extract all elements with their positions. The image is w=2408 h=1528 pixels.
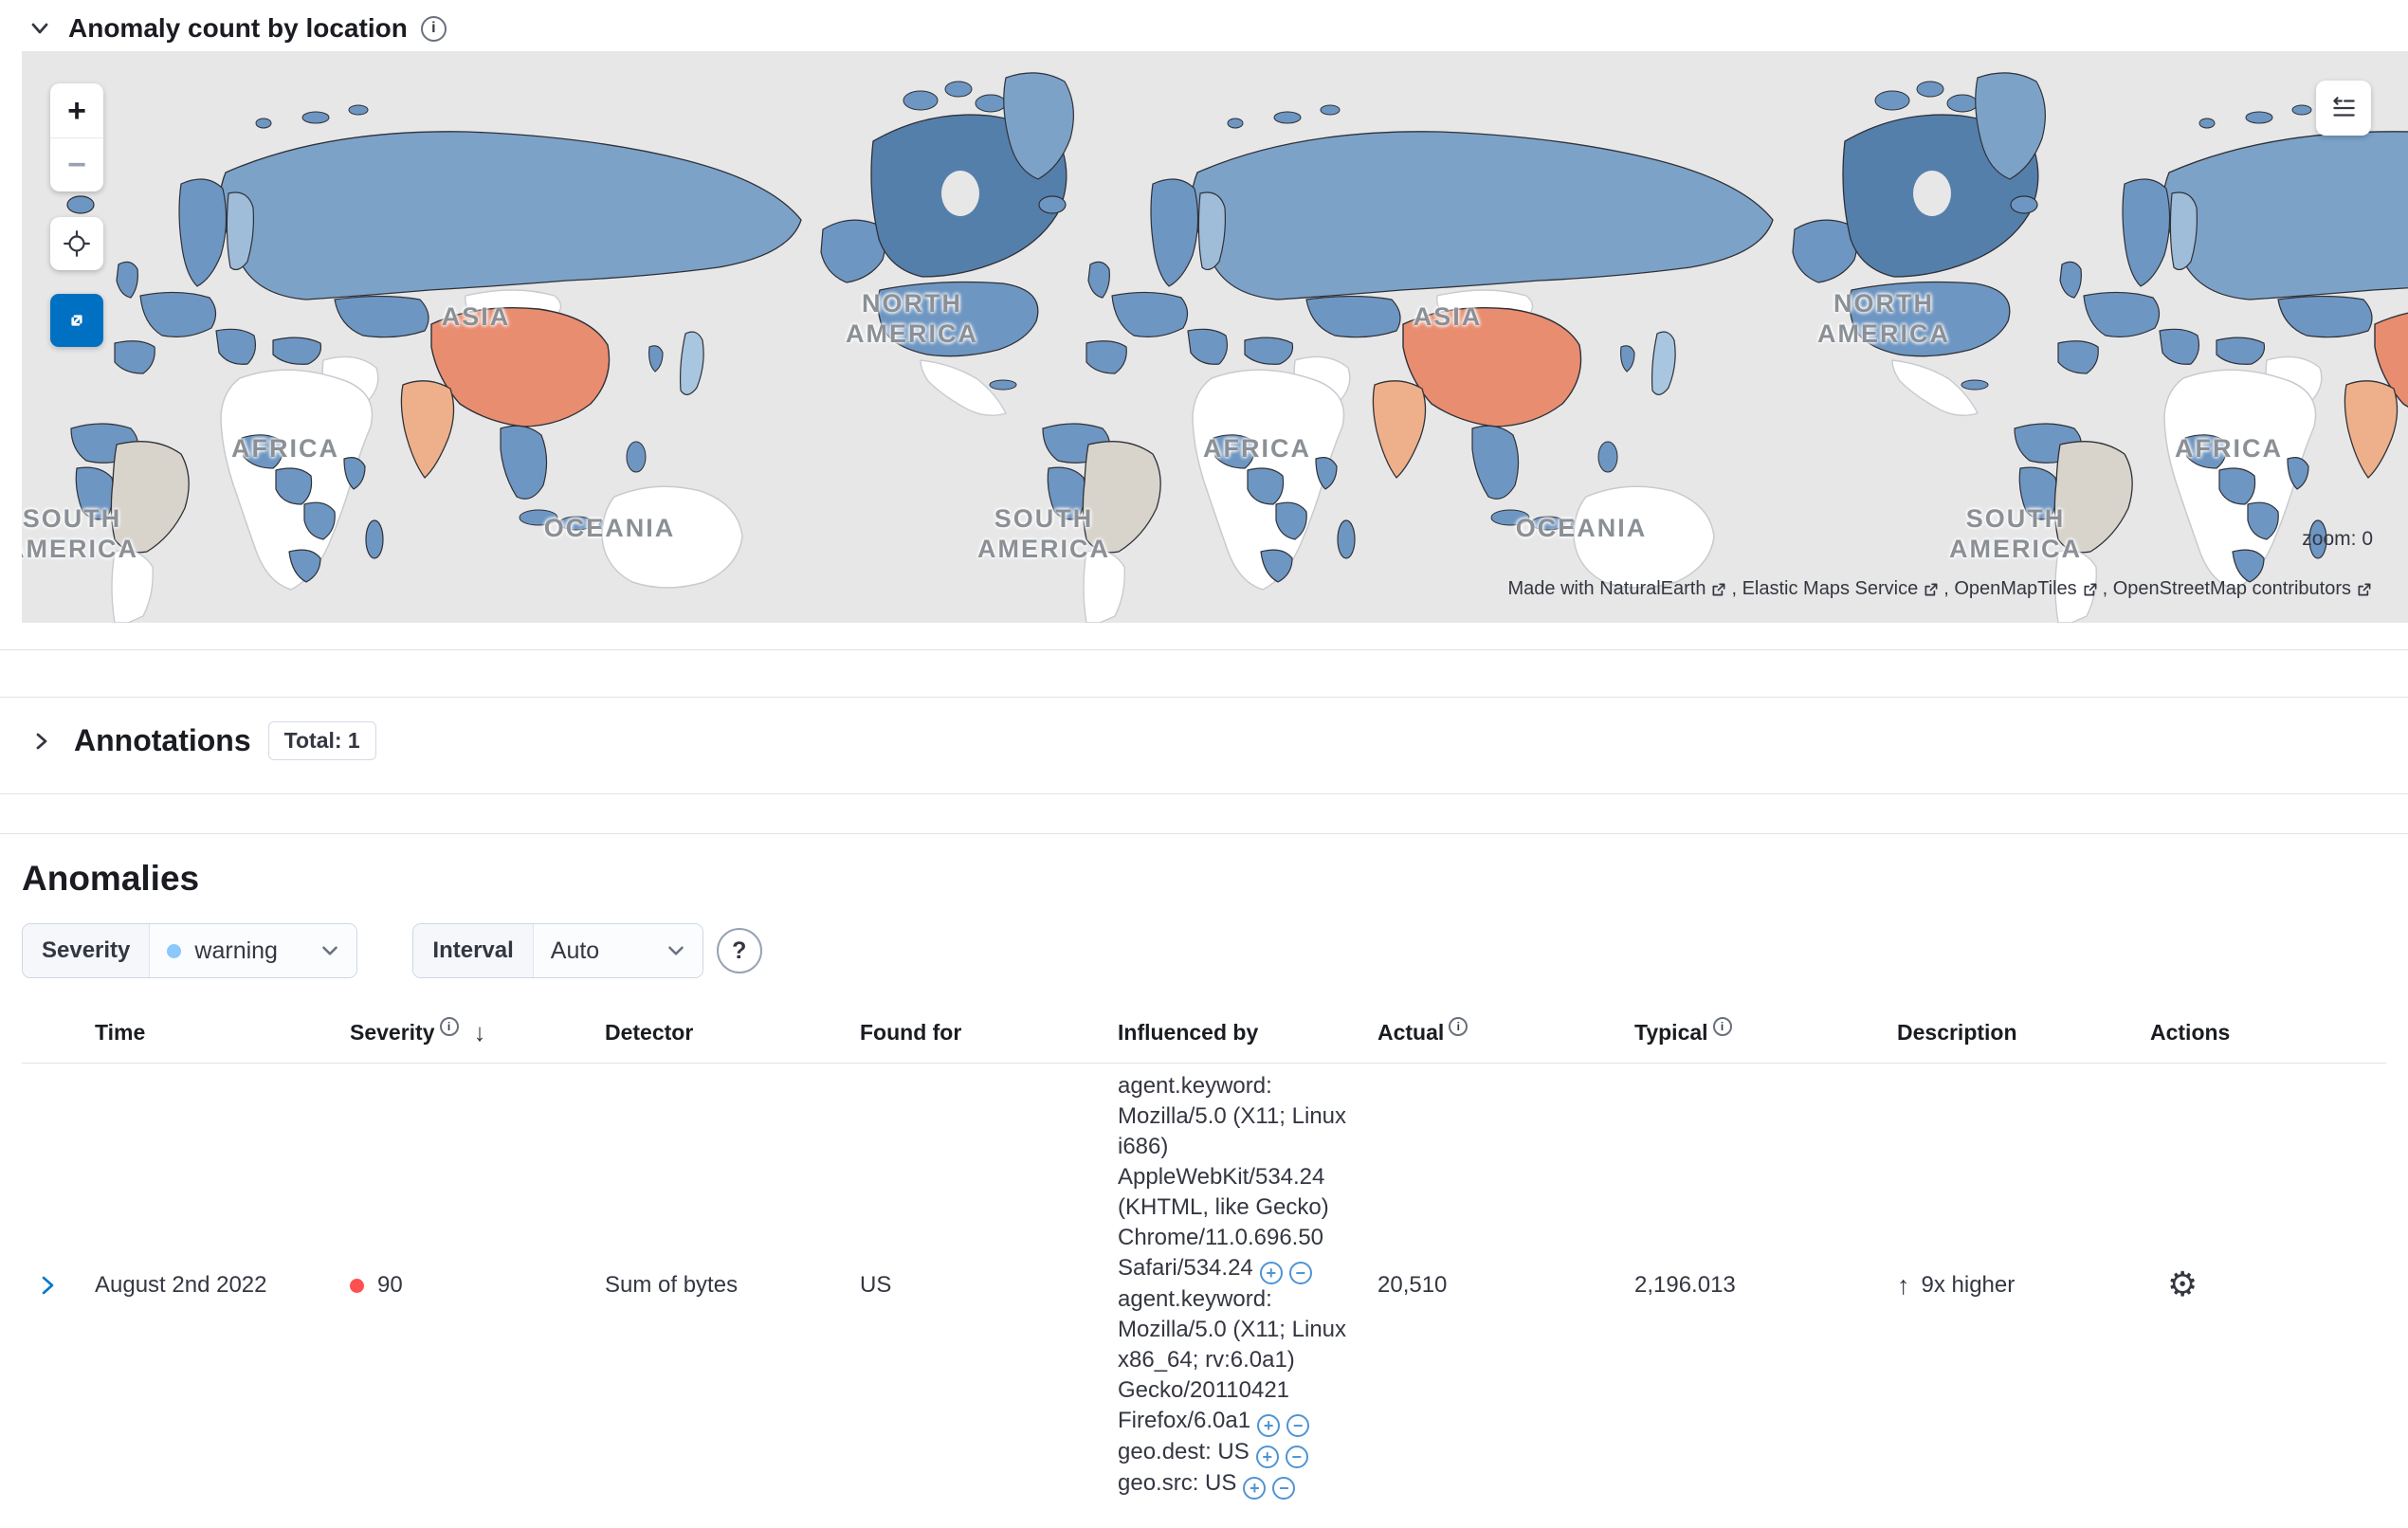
gear-icon[interactable]: ⚙ [2150,1268,2198,1302]
influenced-by-cell: agent.keyword: Mozilla/5.0 (X11; Linux i… [1118,1064,1377,1507]
remove-filter-icon[interactable]: − [1285,1446,1308,1468]
col-actual: Actual i [1377,1016,1634,1046]
chevron-right-icon[interactable] [27,726,57,756]
expand-icon [71,315,82,326]
description-text: 9x higher [1921,1272,2016,1298]
expand-row-chevron[interactable] [33,1271,62,1300]
external-link-icon [1713,583,1725,595]
divider [0,793,2408,794]
col-found-for: Found for [860,1020,962,1045]
zoom-in-button[interactable]: + [50,83,103,137]
divider [0,697,2408,698]
severity-cell: 90 [350,1272,605,1299]
actions-cell: ⚙ [2150,1268,2386,1302]
add-filter-icon[interactable]: + [1255,1446,1279,1468]
map-attribution: Made with NaturalEarth , Elastic Maps Se… [1507,578,2373,600]
crosshair-icon [64,230,90,257]
attribution-link-naturalearth[interactable]: Made with NaturalEarth [1507,578,1706,599]
set-location-button[interactable] [50,217,103,270]
col-typical: Typical i [1634,1016,1897,1046]
actual-cell: 20,510 [1377,1272,1448,1298]
remove-filter-icon[interactable]: − [1272,1477,1296,1500]
interval-filter-value: Auto [550,937,600,964]
fullscreen-button[interactable] [50,294,103,347]
warning-severity-dot [167,943,182,958]
add-filter-icon[interactable]: + [1259,1262,1283,1284]
sort-descending-icon: ↓ [473,1018,486,1046]
attribution-link-elastic-maps[interactable]: , Elastic Maps Service [1731,578,1919,599]
influencer-item: geo.src: US + − [1118,1468,1349,1500]
annotations-title: Annotations [74,723,251,757]
row-expander-cell [22,1271,95,1300]
divider [0,833,2408,834]
arrow-up-icon: ↑ [1897,1270,1910,1300]
world-map[interactable]: ASIA NORTH AMERICA AFRICA SOUTH AMERICA … [22,51,2408,623]
interval-filter-select[interactable]: Auto [533,924,702,977]
map-section-title: Anomaly count by location [68,13,408,43]
interval-help-button[interactable]: ? [716,928,762,973]
map-section-header: Anomaly count by location i [0,0,2408,51]
add-filter-icon[interactable]: + [1257,1414,1281,1437]
choropleth-map [66,72,2408,623]
attribution-link-openstreetmap[interactable]: , OpenStreetMap contributors [2102,578,2351,599]
annotations-section: Annotations Total: 1 [0,698,2408,784]
attribution-link-openmaptiles[interactable]: , OpenMapTiles [1943,578,2077,599]
external-link-icon [1925,583,1938,595]
annotations-total-badge: Total: 1 [267,721,376,760]
anomalies-title: Anomalies [22,859,200,898]
col-description: Description [1897,1020,2017,1045]
col-influenced-by: Influenced by [1118,1020,1259,1045]
anomaly-table-row: August 2nd 2022 90 Sum of bytes US agent… [22,1064,2386,1507]
influencer-item: agent.keyword: Mozilla/5.0 (X11; Linux x… [1118,1286,1347,1437]
collapse-legend-button[interactable] [2316,81,2371,136]
typical-cell: 2,196.013 [1634,1272,1736,1298]
external-link-icon [2358,583,2371,595]
severity-filter-label: Severity [23,924,151,977]
influencer-item: agent.keyword: Mozilla/5.0 (X11; Linux i… [1118,1073,1347,1284]
col-severity[interactable]: Severity i ↓ [350,1016,486,1046]
remove-filter-icon[interactable]: − [1288,1262,1312,1284]
severity-score: 90 [377,1272,403,1298]
severity-filter-group: Severity warning [22,923,358,978]
info-icon[interactable]: i [439,1016,459,1036]
zoom-control: + − [50,83,103,191]
severity-filter-select[interactable]: warning [150,924,357,977]
anomalies-table-header: Time Severity i ↓ Detector Found for Inf… [22,1003,2386,1064]
info-icon[interactable]: i [420,15,447,42]
detector-cell: Sum of bytes [605,1272,739,1298]
chevron-down-icon [665,939,687,962]
info-icon[interactable]: i [1712,1016,1732,1036]
divider [0,649,2408,650]
critical-severity-dot [350,1278,364,1293]
menu-left-icon [2333,97,2355,117]
col-actions: Actions [2150,1020,2231,1045]
chevron-down-icon [319,939,341,962]
zoom-level-text: zoom: 0 [2302,528,2373,550]
time-cell: August 2nd 2022 [95,1272,267,1298]
chevron-down-icon[interactable] [25,13,55,44]
remove-filter-icon[interactable]: − [1286,1414,1310,1437]
anomaly-map-section: Anomaly count by location i [0,0,2408,623]
zoom-out-button[interactable]: − [50,137,103,191]
col-time: Time [95,1020,146,1045]
influencer-item: geo.dest: US + − [1118,1437,1349,1468]
description-cell: ↑ 9x higher [1897,1271,2150,1301]
anomalies-filter-bar: Severity warning Interval Auto [22,923,2386,978]
col-detector: Detector [605,1020,694,1045]
severity-filter-value: warning [194,937,278,964]
add-filter-icon[interactable]: + [1243,1477,1267,1500]
found-for-cell: US [860,1272,892,1298]
info-icon[interactable]: i [1449,1016,1469,1036]
anomalies-section: Anomalies Severity warning Interval Auto [0,834,2408,1507]
interval-filter-group: Interval Auto [412,923,703,978]
external-link-icon [2084,583,2097,595]
interval-filter-label: Interval [413,924,534,977]
